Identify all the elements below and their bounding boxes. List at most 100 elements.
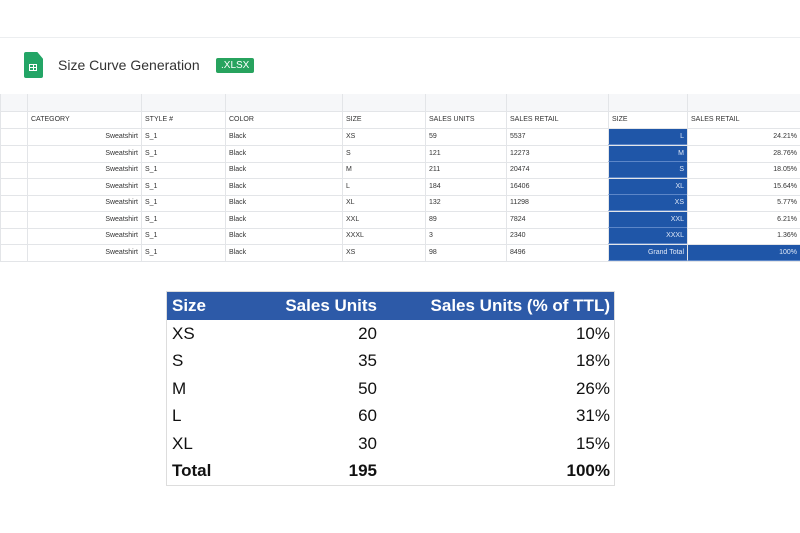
cell[interactable] [425,94,506,111]
cell[interactable]: S [342,145,425,162]
cell[interactable]: 98 [425,244,506,261]
cell[interactable]: S_1 [141,244,225,261]
cell[interactable]: XXL [342,211,425,228]
cell[interactable]: 12273 [506,145,608,162]
cell[interactable]: 184 [425,178,506,195]
cell[interactable]: XS [608,195,687,211]
cell[interactable]: 20474 [506,162,608,178]
cell[interactable]: 11298 [506,195,608,211]
cell[interactable]: 15.64% [687,178,800,195]
cell[interactable]: 121 [425,145,506,162]
cell[interactable]: XL [608,178,687,195]
cell[interactable]: 16406 [506,178,608,195]
cell[interactable]: Sweatshirt [27,244,141,261]
cell[interactable]: Sweatshirt [27,228,141,244]
cell[interactable]: S_1 [141,145,225,162]
cell[interactable]: S_1 [141,195,225,211]
cell[interactable]: S_1 [141,228,225,244]
units-cell: 50 [358,378,377,398]
cell[interactable] [141,94,225,111]
summary-row: XL 30 15% [167,430,614,458]
cell[interactable]: Black [225,178,342,195]
cell[interactable]: XXL [608,211,687,228]
cell[interactable]: XS [342,244,425,261]
cell[interactable]: 1.36% [687,228,800,244]
cell[interactable]: XL [342,195,425,211]
cell[interactable]: Sweatshirt [27,162,141,178]
cell[interactable]: SIZE [342,112,425,128]
size-cell: XS [172,323,195,343]
cell[interactable]: 5.77% [687,195,800,211]
row-header[interactable] [0,195,27,211]
cell[interactable]: S [608,162,687,178]
cell[interactable]: COLOR [225,112,342,128]
table-row: Sweatshirt S_1 Black XXL 89 7824 XXL 6.21% [0,211,800,229]
cell[interactable]: Sweatshirt [27,129,141,145]
cell[interactable]: Grand Total [608,244,687,261]
row-header[interactable] [0,145,27,162]
cell[interactable]: 132 [425,195,506,211]
cell[interactable]: Black [225,195,342,211]
cell[interactable]: 28.76% [687,145,800,162]
cell[interactable]: 100% [687,244,800,261]
cell[interactable]: Black [225,162,342,178]
cell[interactable]: Black [225,244,342,261]
cell[interactable]: 211 [425,162,506,178]
cell[interactable]: 8496 [506,244,608,261]
cell[interactable]: XXXL [342,228,425,244]
cell[interactable]: 89 [425,211,506,228]
cell[interactable] [608,94,687,111]
spreadsheet-card: Size Curve Generation .XLSX CATEGORY STYL… [0,37,800,264]
cell[interactable]: Black [225,228,342,244]
cell[interactable]: L [608,129,687,145]
cell[interactable]: Sweatshirt [27,178,141,195]
cell[interactable]: Sweatshirt [27,211,141,228]
cell[interactable]: S_1 [141,162,225,178]
cell[interactable]: STYLE # [141,112,225,128]
cell[interactable]: SIZE [608,112,687,128]
cell[interactable]: 3 [425,228,506,244]
cell[interactable]: CATEGORY [27,112,141,128]
cell[interactable]: S_1 [141,178,225,195]
row-header[interactable] [0,129,27,145]
cell[interactable]: S_1 [141,129,225,145]
cell[interactable]: Sweatshirt [27,195,141,211]
cell[interactable]: 59 [425,129,506,145]
size-cell: Total [172,461,212,480]
row-header[interactable] [0,112,27,128]
units-cell: 195 [348,461,377,480]
row-header[interactable] [0,211,27,228]
cell[interactable]: XXXL [608,228,687,244]
row-header[interactable] [0,162,27,178]
cell[interactable] [225,94,342,111]
cell[interactable]: 18.05% [687,162,800,178]
cell[interactable]: XS [342,129,425,145]
cell[interactable]: SALES RETAIL [687,112,800,128]
cell[interactable]: Black [225,145,342,162]
cell[interactable]: 5537 [506,129,608,145]
percent-cell: 26% [575,378,610,398]
cell[interactable]: 2340 [506,228,608,244]
cell[interactable] [687,94,800,111]
cell[interactable]: L [342,178,425,195]
cell[interactable]: SALES RETAIL [506,112,608,128]
cell[interactable] [27,94,141,111]
cell[interactable] [342,94,425,111]
cell[interactable]: Black [225,129,342,145]
cell[interactable]: Black [225,211,342,228]
cell[interactable]: S_1 [141,211,225,228]
row-header[interactable] [0,244,27,261]
cell[interactable]: Sweatshirt [27,145,141,162]
column-band-row [0,94,800,112]
cell[interactable] [506,94,608,111]
cell[interactable]: SALES UNITS [425,112,506,128]
cell[interactable]: 7824 [506,211,608,228]
percent-cell: 100% [566,461,610,480]
cell[interactable]: 6.21% [687,211,800,228]
cell[interactable]: 24.21% [687,129,800,145]
row-header[interactable] [0,228,27,244]
row-header[interactable] [0,94,27,111]
cell[interactable]: M [342,162,425,178]
row-header[interactable] [0,178,27,195]
cell[interactable]: M [608,145,687,162]
